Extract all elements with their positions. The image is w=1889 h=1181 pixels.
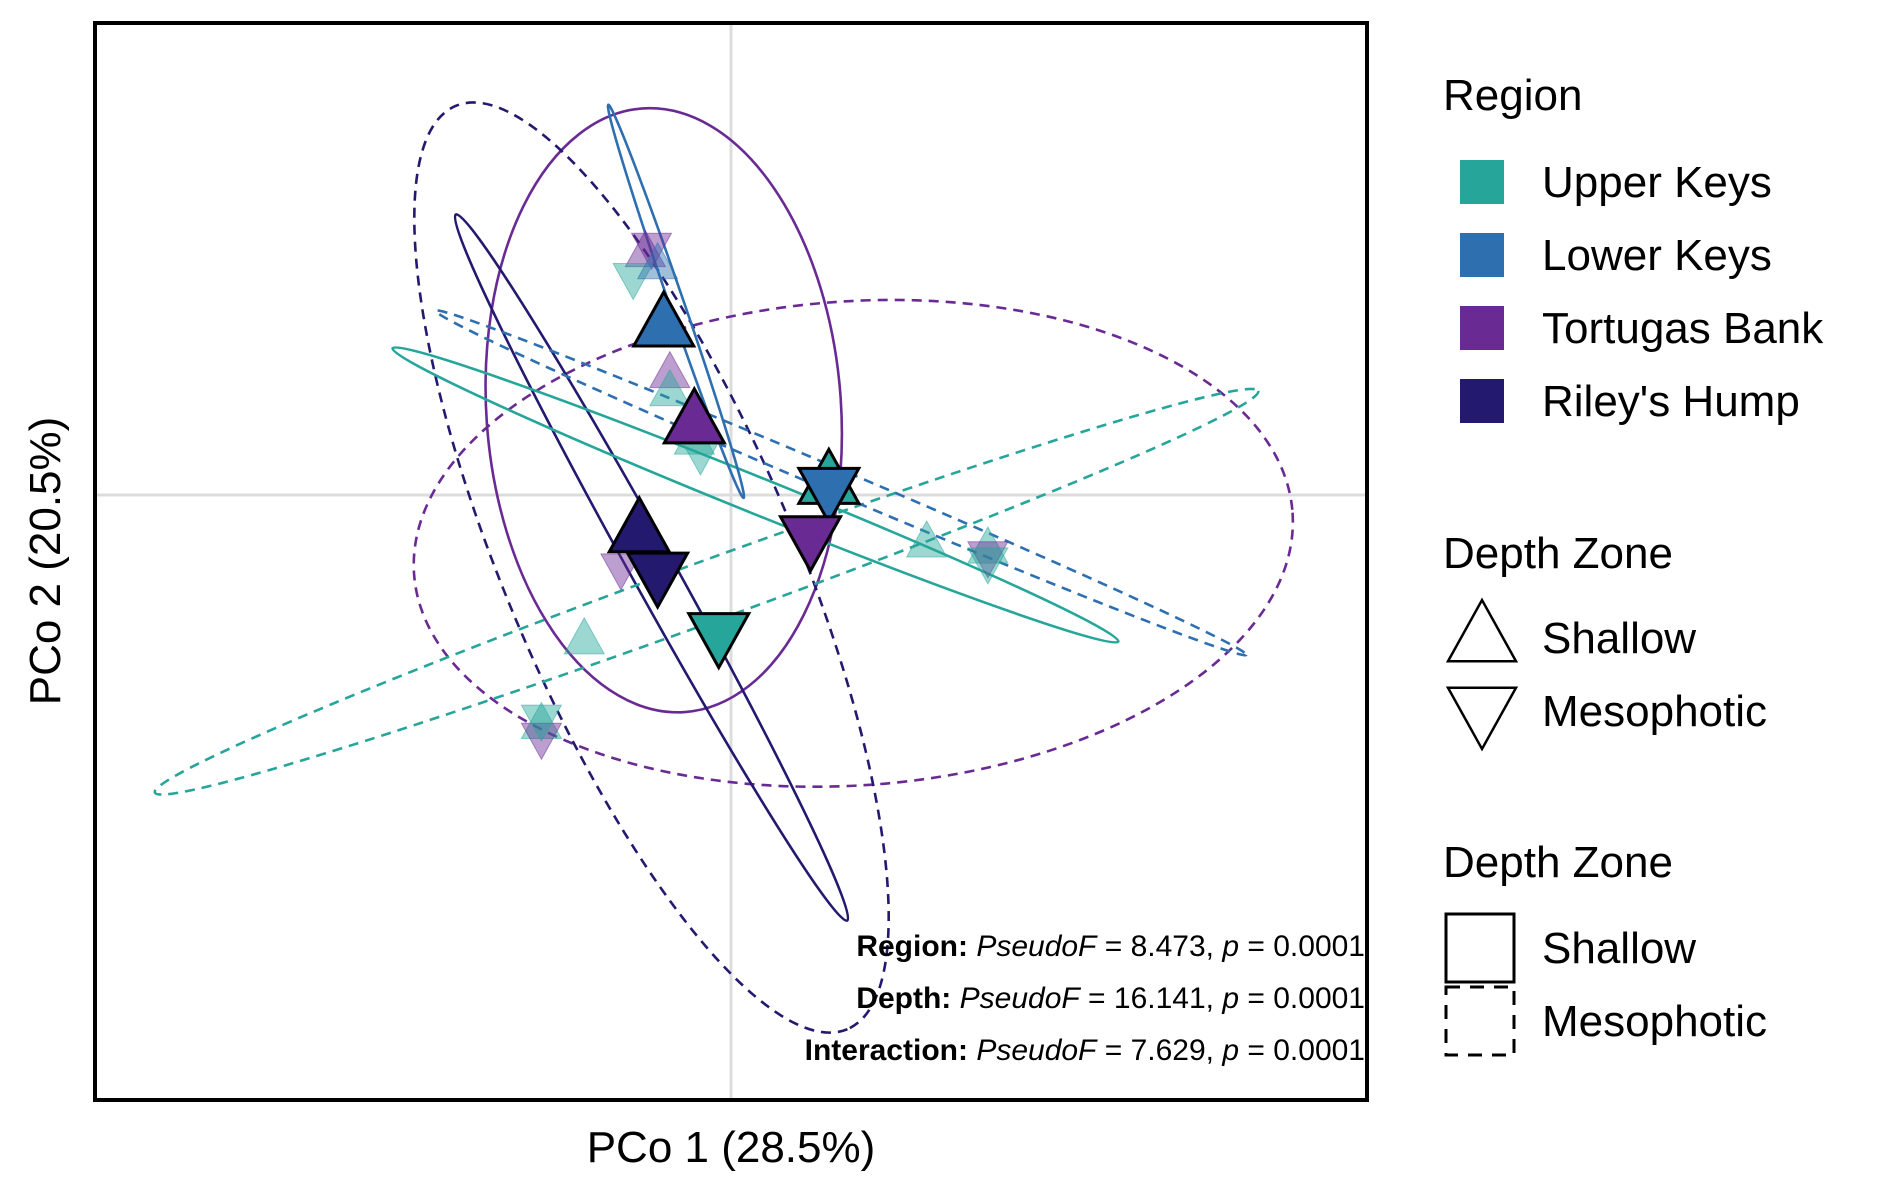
legend-shape-label: Shallow xyxy=(1542,614,1696,663)
legend-linetype-label: Shallow xyxy=(1542,924,1696,973)
ellipse-upper-keys-mesophotic xyxy=(153,387,1260,796)
sample-point xyxy=(600,553,642,591)
legend-region-label: Riley's Hump xyxy=(1542,377,1800,426)
legend-region-label: Upper Keys xyxy=(1542,158,1772,207)
centroids xyxy=(606,288,862,671)
legend-swatch xyxy=(1460,379,1504,423)
legend-linetype: Depth Zone Shallow Mesophotic xyxy=(1443,838,1767,1057)
sample-point xyxy=(624,229,667,268)
triangle-up-icon xyxy=(1445,597,1519,663)
centroid-marker xyxy=(625,551,691,611)
ellipse-tortugas-bank-mesophotic xyxy=(412,298,1295,789)
legend-swatch xyxy=(1460,306,1504,350)
centroid-marker xyxy=(777,515,844,574)
legend-region: Region Upper Keys Lower Keys Tortugas Bank R… xyxy=(1443,71,1824,426)
sample-point xyxy=(966,526,1009,564)
centroid-marker xyxy=(661,385,727,445)
sample-point xyxy=(636,241,679,280)
sample-point xyxy=(905,519,948,558)
sample-point xyxy=(612,262,655,301)
legend-shape: Depth Zone Shallow Mesophotic xyxy=(1443,529,1767,752)
sample-point xyxy=(563,616,606,655)
ellipse-upper-keys-shallow xyxy=(391,346,1120,644)
legend-linetype-title: Depth Zone xyxy=(1443,838,1673,887)
legend-region-label: Tortugas Bank xyxy=(1542,304,1824,353)
ellipse-riley-s-hump-mesophotic xyxy=(413,101,890,1034)
dashed-box-icon xyxy=(1444,985,1516,1057)
legend-shape-label: Mesophotic xyxy=(1542,687,1767,736)
centroid-marker xyxy=(631,288,697,348)
sample-point xyxy=(966,541,1009,579)
zero-lines xyxy=(95,23,1367,1100)
stat-line: Depth: PseudoF = 16.141, p = 0.0001 xyxy=(856,982,1365,1015)
plot-border xyxy=(93,21,1369,1102)
y-axis-title: PCo 2 (20.5%) xyxy=(21,417,70,706)
legend-region-title: Region xyxy=(1443,71,1582,120)
triangle-down-icon xyxy=(1445,686,1519,752)
x-axis-title: PCo 1 (28.5%) xyxy=(587,1123,876,1172)
legend-swatch xyxy=(1460,160,1504,204)
sample-point xyxy=(966,547,1009,585)
sample-points xyxy=(520,229,1009,761)
legend-region-label: Lower Keys xyxy=(1542,231,1772,280)
legend-shape-title: Depth Zone xyxy=(1443,529,1673,578)
stat-line: Region: PseudoF = 8.473, p = 0.0001 xyxy=(856,930,1365,963)
legend-swatch xyxy=(1460,233,1504,277)
sample-point xyxy=(648,368,691,407)
sample-point xyxy=(520,701,563,740)
stats-annotation: Region: PseudoF = 8.473, p = 0.0001 Depth… xyxy=(805,930,1365,1067)
sample-point xyxy=(630,232,673,271)
solid-box-icon xyxy=(1444,912,1516,984)
sample-point xyxy=(520,704,563,743)
centroid-marker xyxy=(796,466,862,526)
legend-linetype-label: Mesophotic xyxy=(1542,997,1767,1046)
centroid-marker xyxy=(686,612,752,671)
ellipse-tortugas-bank-shallow xyxy=(484,106,844,714)
stat-line: Interaction: PseudoF = 7.629, p = 0.0001 xyxy=(805,1034,1365,1067)
